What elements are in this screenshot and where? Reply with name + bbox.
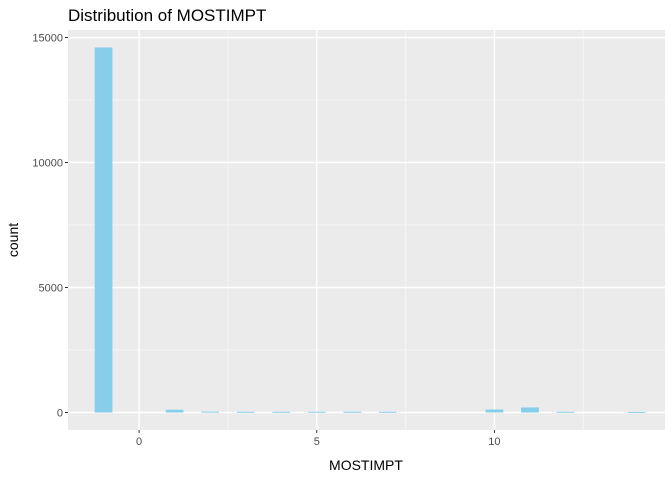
x-tick-label: 10 <box>488 436 500 448</box>
histogram-bar <box>165 409 184 413</box>
y-tick-label: 10000 <box>32 158 63 170</box>
histogram-bar <box>307 411 326 413</box>
histogram-bar <box>556 411 575 413</box>
y-axis-title: count <box>5 223 21 257</box>
histogram-bar <box>236 411 255 413</box>
plot-panel <box>68 30 665 430</box>
histogram-bar <box>485 409 504 413</box>
histogram-bar <box>378 411 397 413</box>
y-axis: 0 5000 10000 15000 <box>32 33 68 420</box>
histogram-bars <box>94 47 646 413</box>
histogram-bar <box>521 407 539 413</box>
y-tick-label: 5000 <box>39 283 63 295</box>
x-tick-label: 5 <box>314 436 320 448</box>
minor-gridlines <box>68 30 665 430</box>
histogram-bar <box>94 47 113 413</box>
y-tick-label: 0 <box>57 408 63 420</box>
y-tick-label: 15000 <box>32 33 63 45</box>
histogram-bar <box>272 411 291 413</box>
chart-title: Distribution of MOSTIMPT <box>68 6 266 25</box>
x-tick-label: 0 <box>136 436 142 448</box>
histogram-bar <box>201 411 220 413</box>
x-axis-title: MOSTIMPT <box>329 457 403 473</box>
x-axis: 0 5 10 <box>136 430 501 448</box>
histogram-bar <box>343 411 362 413</box>
histogram-bar <box>627 411 646 413</box>
